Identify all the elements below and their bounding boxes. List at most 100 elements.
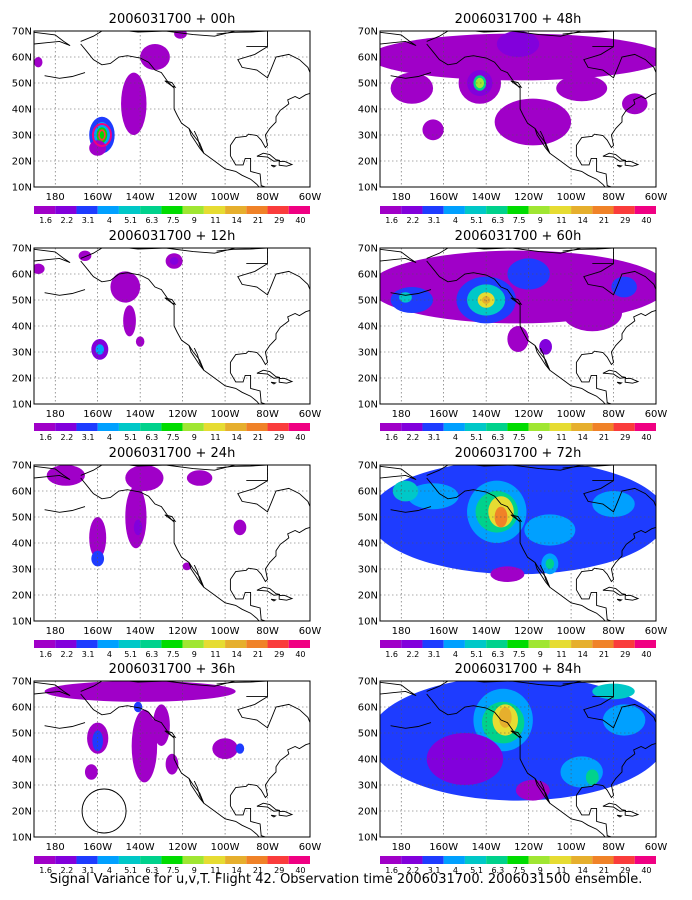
- x-tick-label: 160W: [83, 192, 112, 203]
- y-tick-label: 70N: [358, 244, 378, 255]
- x-tick-label: 180: [46, 192, 65, 203]
- colorbar-label: 3.1: [428, 866, 441, 875]
- map-frame: [33, 247, 311, 405]
- signal-contour: [91, 550, 105, 567]
- coastline: [534, 562, 551, 588]
- coastline: [616, 164, 623, 168]
- panel-title: 2006031700 + 60h: [455, 229, 582, 244]
- colorbar-swatch: [118, 206, 141, 214]
- x-tick-label: 140W: [472, 842, 501, 853]
- coastline: [602, 369, 626, 379]
- y-tick-label: 40N: [12, 539, 32, 550]
- signal-contour: [84, 764, 98, 780]
- colorbar-swatch: [34, 856, 56, 864]
- colorbar-swatch: [528, 423, 550, 431]
- signal-contour: [125, 485, 147, 549]
- colorbar-swatch: [571, 640, 593, 648]
- coastline: [229, 309, 310, 404]
- x-tick-label: 120W: [168, 192, 197, 203]
- colorbar-label: 14: [578, 866, 588, 875]
- colorbar-swatch: [55, 423, 77, 431]
- coastline: [426, 260, 606, 404]
- x-tick-label: 60W: [645, 842, 668, 853]
- y-tick-label: 40N: [358, 539, 378, 550]
- y-tick-label: 10N: [12, 400, 32, 411]
- x-tick-label: 160W: [83, 409, 112, 420]
- colorbar-label: 29: [620, 866, 630, 875]
- signal-contour: [123, 305, 136, 337]
- x-tick-label: 80W: [256, 192, 279, 203]
- colorbar-swatch: [507, 640, 529, 648]
- colorbar-label: 11: [210, 433, 220, 442]
- coastline: [534, 345, 551, 371]
- colorbar-swatch: [528, 206, 550, 214]
- signal-contour: [34, 57, 43, 68]
- colorbar-swatch: [380, 206, 402, 214]
- colorbar-swatch: [634, 640, 656, 648]
- x-tick-label: 80W: [256, 409, 279, 420]
- signal-contour: [92, 730, 103, 752]
- y-tick-label: 50N: [358, 296, 378, 307]
- signal-contour: [152, 704, 170, 746]
- signal-contour: [125, 465, 164, 491]
- map-frame: [33, 464, 311, 622]
- signal-contour: [496, 31, 540, 57]
- colorbar-label: 7.5: [513, 866, 526, 875]
- colorbar-swatch: [571, 206, 593, 214]
- x-tick-label: 100W: [211, 192, 240, 203]
- colorbar-label: 40: [295, 866, 305, 875]
- colorbar-label: 11: [556, 216, 566, 225]
- coastline: [164, 730, 177, 739]
- y-tick-label: 20N: [358, 807, 378, 818]
- coastline: [256, 586, 280, 596]
- signal-contour: [44, 681, 236, 702]
- colorbar-swatch: [288, 856, 310, 864]
- colorbar-swatch: [161, 856, 183, 864]
- coastline: [278, 810, 294, 817]
- colorbar-label: 9: [538, 866, 543, 875]
- y-tick-label: 10N: [12, 833, 32, 844]
- colorbar-label: 6.3: [491, 216, 504, 225]
- colorbar-label: 3.1: [428, 650, 441, 659]
- coastline: [44, 72, 86, 79]
- colorbar-swatch: [182, 206, 204, 214]
- coastline: [510, 80, 523, 89]
- colorbar-swatch: [246, 856, 268, 864]
- colorbar-label: 4: [107, 216, 112, 225]
- y-tick-label: 20N: [12, 157, 32, 168]
- colorbar-swatch: [203, 640, 226, 648]
- colorbar-swatch: [422, 423, 444, 431]
- y-tick-label: 60N: [12, 53, 32, 64]
- y-tick-label: 10N: [12, 183, 32, 194]
- colorbar-swatch: [55, 856, 77, 864]
- colorbar-label: 4: [453, 650, 458, 659]
- colorbar-swatch: [182, 640, 204, 648]
- map-frame: [379, 464, 657, 622]
- colorbar-swatch: [443, 856, 465, 864]
- colorbar-swatch: [76, 856, 98, 864]
- y-tick-label: 10N: [358, 400, 378, 411]
- signal-contour: [407, 483, 459, 510]
- colorbar-swatch: [97, 423, 119, 431]
- colorbar-swatch: [34, 640, 56, 648]
- colorbar-label: 3.1: [82, 433, 95, 442]
- coastline: [602, 152, 626, 162]
- map-panel: 2006031700 + 84h 180 160W 140W 120W 100W 80W 60…: [358, 662, 668, 875]
- panel-title: 2006031700 + 00h: [109, 12, 236, 27]
- colorbar-label: 21: [253, 433, 263, 442]
- y-tick-label: 20N: [12, 374, 32, 385]
- map-frame: [379, 247, 657, 405]
- colorbar-swatch: [443, 423, 465, 431]
- colorbar-label: 7.5: [513, 216, 526, 225]
- colorbar-label: 21: [599, 216, 609, 225]
- colorbar-swatch: [486, 640, 508, 648]
- signal-contour: [121, 72, 147, 135]
- signal-contour: [524, 514, 576, 546]
- colorbar-swatch: [246, 206, 268, 214]
- y-tick-label: 60N: [358, 53, 378, 64]
- x-tick-label: 180: [392, 192, 411, 203]
- coastline: [602, 586, 626, 596]
- colorbar-swatch: [464, 640, 487, 648]
- colorbar-label: 2.2: [61, 216, 74, 225]
- colorbar-label: 4: [453, 433, 458, 442]
